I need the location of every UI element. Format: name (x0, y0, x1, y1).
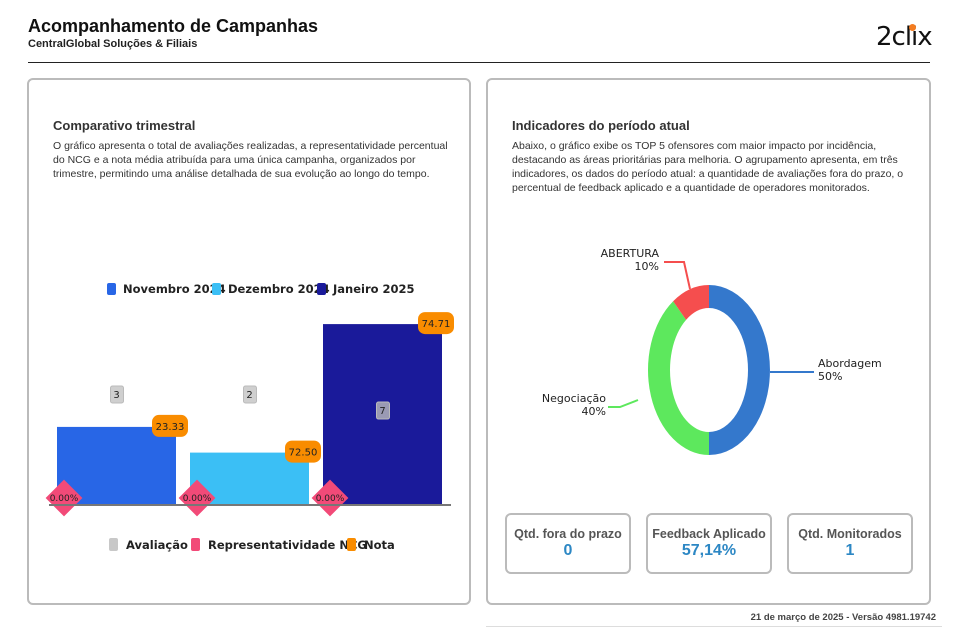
ncg-label: 0.00% (50, 494, 79, 504)
nota-label: 23.33 (156, 422, 185, 433)
bar-novembro-2024 (57, 426, 176, 504)
quarterly-comparison-panel: Comparativo trimestral O gráfico apresen… (27, 78, 471, 605)
legend-swatch (347, 538, 356, 551)
kpi-label: Feedback Aplicado (652, 527, 766, 541)
legend-swatch (317, 283, 326, 295)
legend-swatch (212, 283, 221, 295)
panel-description: Abaixo, o gráfico exibe os TOP 5 ofensor… (512, 140, 904, 194)
kpi-feedback-applied: Feedback Aplicado 57,14% (646, 513, 772, 574)
nota-label-box (418, 312, 454, 335)
ncg-label: 0.00% (316, 494, 345, 504)
leader-line (608, 399, 639, 408)
kpi-late-evaluations: Qtd. fora do prazo 0 (505, 513, 631, 574)
slice-pct: 10% (635, 260, 659, 273)
avaliacao-label-box (110, 385, 124, 404)
ncg-marker (45, 479, 83, 517)
footer-divider (486, 626, 942, 627)
slice-label: Abordagem (818, 357, 882, 370)
page-title: Acompanhamento de Campanhas (28, 16, 319, 36)
legend-label: Nota (364, 538, 395, 552)
slice-label: Negociação (542, 392, 606, 405)
legend-swatch (109, 538, 118, 551)
kpi-label: Qtd. fora do prazo (514, 527, 622, 541)
footer-version: 21 de março de 2025 - Versão 4981.19742 (750, 612, 936, 623)
header-divider (28, 62, 930, 63)
slice-pct: 40% (582, 405, 606, 418)
avaliacao-label: 7 (379, 406, 385, 417)
avaliacao-label-box (243, 385, 257, 404)
legend-swatch (191, 538, 200, 551)
legend-label: Avaliação (126, 538, 188, 552)
slice-label: ABERTURA (601, 247, 660, 260)
panel-description: O gráfico apresenta o total de avaliaçõe… (53, 140, 448, 180)
avaliacao-label: 3 (113, 390, 119, 401)
avaliacao-label: 2 (246, 390, 252, 401)
legend-label: Novembro 2024 (123, 282, 226, 296)
avaliacao-label-box (376, 401, 390, 420)
brand-logo: 2clix (876, 22, 933, 52)
legend-label: Representatividade NCG (208, 538, 367, 552)
nota-label: 74.71 (422, 319, 451, 330)
donut-slice-negociação (648, 301, 709, 455)
ncg-label: 0.00% (183, 494, 212, 504)
kpi-monitored: Qtd. Monitorados 1 (787, 513, 913, 574)
ncg-marker (178, 479, 216, 517)
kpi-value: 57,14% (681, 542, 737, 559)
legend-swatch (107, 283, 116, 295)
nota-label-box (152, 414, 188, 437)
donut-slice-abordagem (709, 285, 770, 455)
leader-line (664, 261, 691, 290)
legend-label: Dezembro 2024 (228, 282, 330, 296)
page-subtitle: CentralGlobal Soluções & Filiais (28, 38, 198, 50)
slice-pct: 50% (818, 370, 842, 383)
kpi-value: 0 (563, 542, 573, 559)
legend-label: Janeiro 2025 (332, 282, 415, 296)
bar-chart: Novembro 2024 Dezembro 2024 Janeiro 2025 3 2… (45, 282, 454, 552)
nota-label-box (285, 440, 321, 463)
kpi-label: Qtd. Monitorados (798, 527, 902, 541)
panel-title: Indicadores do período atual (512, 118, 690, 133)
nota-label: 72.50 (289, 448, 318, 459)
current-indicators-panel: Indicadores do período atual Abaixo, o g… (486, 78, 931, 605)
ncg-marker (311, 479, 349, 517)
panel-title: Comparativo trimestral (53, 118, 196, 133)
kpi-value: 1 (845, 542, 855, 559)
donut-slice-abertura (673, 285, 709, 320)
